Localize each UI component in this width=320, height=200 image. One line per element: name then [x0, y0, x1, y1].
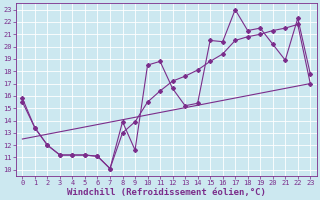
X-axis label: Windchill (Refroidissement éolien,°C): Windchill (Refroidissement éolien,°C)	[67, 188, 266, 197]
